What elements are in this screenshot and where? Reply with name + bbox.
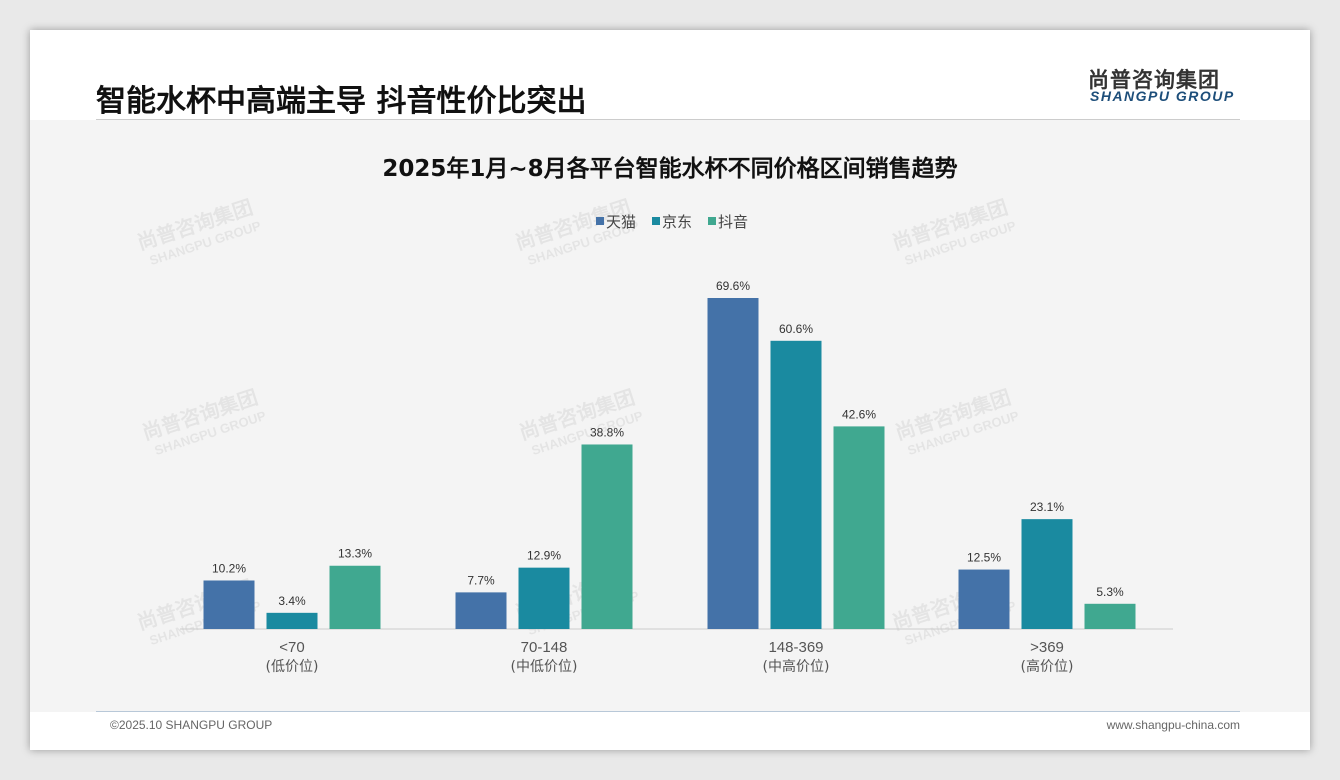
bar [958,569,1010,629]
data-label: 42.6% [842,407,876,421]
bar [1084,603,1136,629]
data-label: 5.3% [1096,585,1124,599]
slide-card: 智能水杯中高端主导 抖音性价比突出 尚普咨询集团 SHANGPU GROUP ©… [30,30,1310,750]
header-divider [96,119,1240,120]
data-label: 69.6% [716,279,750,293]
data-label: 12.5% [967,551,1001,565]
chart-title: 2025年1月~8月各平台智能水杯不同价格区间销售趋势 [382,155,957,182]
data-label: 7.7% [467,573,495,587]
x-tick-sublabel: (中低价位) [511,659,578,675]
x-tick-label: 70-148 [521,639,568,656]
page-title: 智能水杯中高端主导 抖音性价比突出 [96,84,587,119]
data-label: 60.6% [779,322,813,336]
bar [581,444,633,629]
x-tick-sublabel: (低价位) [266,659,319,675]
legend-swatch [596,217,604,225]
data-label: 13.3% [338,547,372,561]
x-tick-label: 148-369 [768,639,823,656]
x-tick-label: <70 [279,639,304,656]
data-label: 38.8% [590,425,624,439]
bar [770,340,822,629]
website: www.shangpu-china.com [1106,718,1240,732]
legend-label: 天猫 [606,213,636,231]
bar [266,612,318,629]
logo-english: SHANGPU GROUP [1090,88,1235,104]
data-label: 12.9% [527,549,561,563]
bar [707,298,759,629]
bar [329,565,381,629]
footer-divider [96,711,1240,712]
bar [833,426,885,629]
legend-label: 京东 [662,213,692,231]
legend-label: 抖音 [718,213,748,231]
x-tick-sublabel: (中高价位) [763,658,830,675]
legend-swatch [708,217,716,225]
x-tick-label: >369 [1030,639,1064,656]
logo-chinese: 尚普咨询集团 [1088,68,1220,92]
data-label: 10.2% [212,561,246,575]
bar [518,567,570,629]
data-label: 23.1% [1030,500,1064,514]
x-tick-sublabel: (高价位) [1021,658,1074,675]
copyright: ©2025.10 SHANGPU GROUP [110,718,273,732]
bar [455,592,507,629]
data-label: 3.4% [278,594,306,608]
legend-swatch [652,217,660,225]
bar [203,580,255,629]
bar [1021,519,1073,629]
